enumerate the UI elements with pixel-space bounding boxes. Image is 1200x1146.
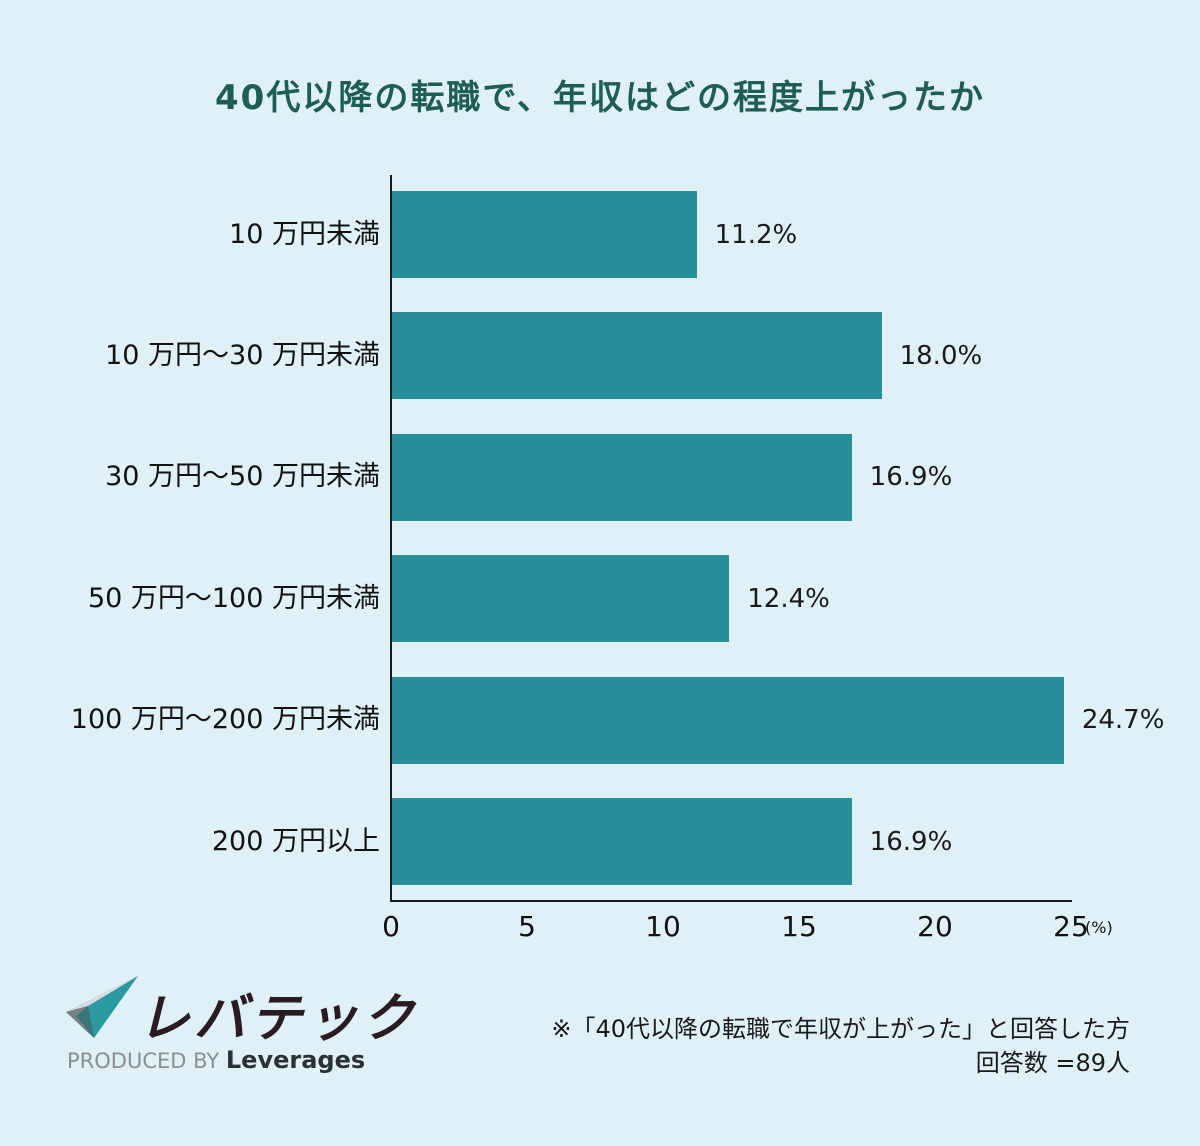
x-axis-line [390, 900, 1072, 902]
x-tick-label: 20 [917, 910, 953, 943]
bar [392, 798, 852, 885]
value-label: 11.2% [714, 219, 798, 250]
bar [392, 433, 852, 521]
value-label: 18.0% [899, 340, 983, 371]
chart-title: 40代以降の転職で、年収はどの程度上がったか [215, 78, 985, 118]
y-axis-line [390, 175, 392, 902]
levtech-logo-icon [66, 976, 138, 1042]
footnote-line2: 回答数 =89人 [975, 1049, 1130, 1077]
category-label: 30 万円〜50 万円未満 [105, 461, 380, 493]
category-label: 100 万円〜200 万円未満 [70, 704, 380, 736]
value-label: 24.7% [1081, 705, 1165, 736]
value-label: 12.4% [747, 583, 830, 614]
value-label: 16.9% [869, 826, 953, 857]
category-label: 200 万円以上 [211, 825, 380, 857]
category-label: 10 万円未満 [229, 218, 380, 250]
value-label: 16.9% [869, 462, 953, 493]
x-axis-unit: (%) [1085, 918, 1113, 937]
company-name: Leverages [225, 1046, 366, 1074]
produced-by: PRODUCED BY Leverages [67, 1046, 366, 1074]
footnote: ※「40代以降の転職で年収が上がった」と回答した方 回答数 =89人 [551, 1012, 1130, 1080]
footnote-line1: ※「40代以降の転職で年収が上がった」と回答した方 [551, 1015, 1130, 1043]
bar [392, 555, 730, 643]
x-tick-label: 5 [518, 910, 536, 943]
bar [392, 676, 1064, 764]
x-tick-label: 15 [781, 910, 817, 943]
x-tick-label: 25 [1053, 910, 1089, 943]
x-tick-label: 10 [645, 910, 681, 943]
logo-wordmark: レバテック [138, 989, 419, 1049]
bar [392, 191, 697, 278]
category-label: 10 万円〜30 万円未満 [105, 339, 380, 371]
x-tick-label: 0 [382, 910, 400, 943]
bar [392, 312, 882, 400]
category-label: 50 万円〜100 万円未満 [87, 582, 380, 614]
